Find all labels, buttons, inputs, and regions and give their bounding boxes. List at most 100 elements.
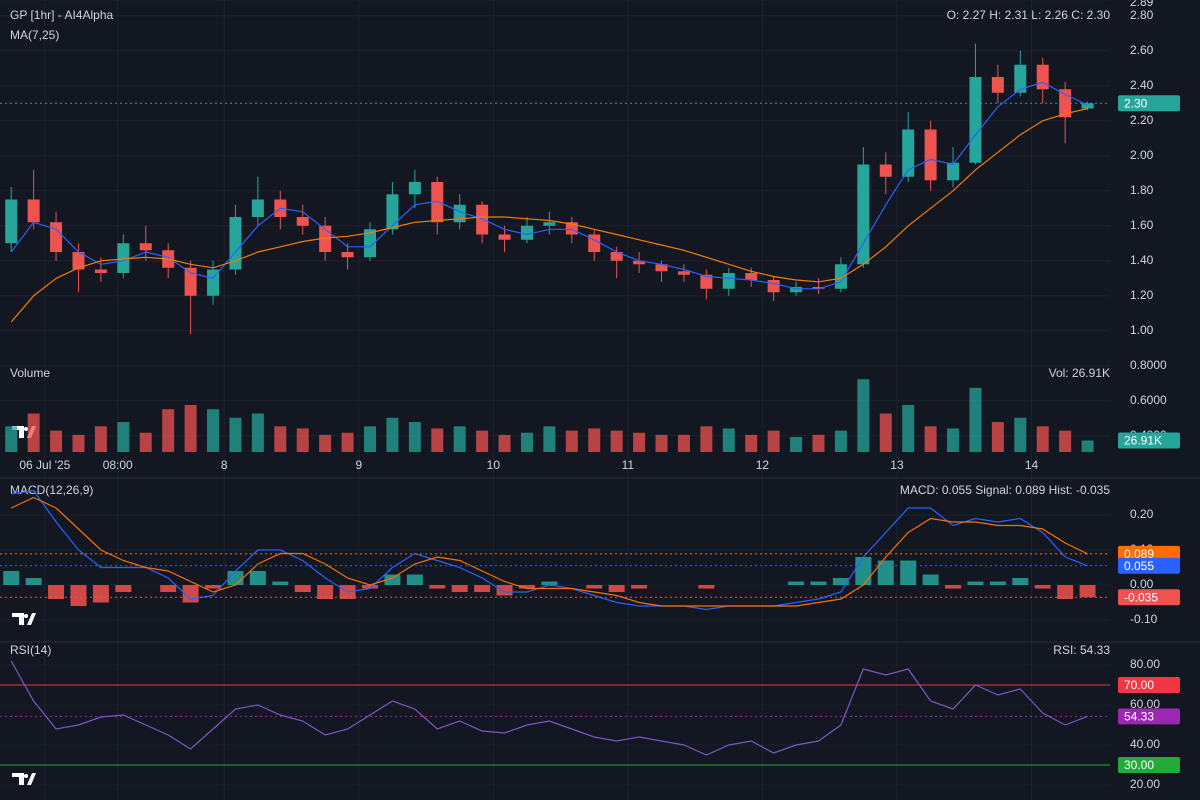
volume-bar <box>902 404 915 452</box>
volume-bar <box>767 430 780 452</box>
y-tick-label: 40.00 <box>1130 737 1160 751</box>
candle-body <box>902 129 915 177</box>
macd-histogram <box>900 560 917 586</box>
volume-bar <box>341 432 354 452</box>
macd-histogram <box>945 585 962 589</box>
macd-badge: 0.089 <box>1124 547 1154 561</box>
y-tick-label: 60.00 <box>1130 697 1160 711</box>
logo-dot <box>24 427 28 431</box>
y-tick-label: 0.20 <box>1130 507 1154 521</box>
rsi-badge: 70.00 <box>1124 678 1154 692</box>
candle-body <box>969 77 982 163</box>
candle-body <box>588 234 601 252</box>
volume-bar <box>857 379 870 452</box>
candle-body <box>408 182 421 195</box>
candle-body <box>139 243 152 251</box>
macd-line <box>11 489 1088 611</box>
candle-body <box>520 225 533 240</box>
candle-body <box>1036 64 1049 90</box>
macd-histogram <box>474 585 491 593</box>
moving-average <box>10 81 1088 290</box>
y-tick-label: 20.00 <box>1130 777 1160 791</box>
macd-histogram <box>429 585 446 589</box>
macd-badge-bg <box>1118 589 1180 606</box>
rsi-badge-bg <box>1118 708 1180 725</box>
macd-histogram <box>25 578 42 586</box>
volume-bar <box>610 430 623 452</box>
x-tick-label: 8 <box>221 458 228 472</box>
volume-bar <box>969 387 982 452</box>
volume-bar <box>94 426 107 452</box>
macd-histogram <box>272 581 289 586</box>
y-tick-label: 1.60 <box>1130 218 1154 232</box>
macd-histogram <box>586 585 603 589</box>
candle-body <box>767 280 780 293</box>
candle-body <box>341 252 354 258</box>
y-tick-label: 1.20 <box>1130 288 1154 302</box>
volume-bar <box>991 422 1004 452</box>
candle-body <box>364 229 376 258</box>
candle-body <box>184 267 197 296</box>
volume-bar <box>207 409 220 452</box>
macd-histogram <box>160 585 177 593</box>
macd-histogram <box>70 585 87 607</box>
volume-bar <box>386 417 399 452</box>
x-tick-label: 13 <box>890 458 904 472</box>
volume-bar <box>251 413 264 452</box>
moving-average <box>10 107 1088 323</box>
macd-histogram <box>3 571 20 586</box>
x-tick-label: 10 <box>487 458 501 472</box>
x-tick-label: 12 <box>756 458 770 472</box>
candle-body <box>1081 103 1094 109</box>
macd-histogram <box>541 581 558 586</box>
candle-body <box>991 77 1004 93</box>
logo-dot <box>24 614 28 618</box>
volume-bar <box>745 434 758 452</box>
volume-bar <box>453 426 466 452</box>
candle-body <box>476 204 489 235</box>
macd-histogram <box>877 560 894 586</box>
volume-bar <box>408 422 421 452</box>
ohlc-status: O: 2.27 H: 2.31 L: 2.26 C: 2.30 <box>947 8 1111 22</box>
candle-body <box>790 287 803 293</box>
macd-histogram <box>788 581 805 586</box>
volume-bar <box>1081 440 1094 452</box>
rsi-badge: 30.00 <box>1124 758 1154 772</box>
volume-bar <box>543 426 556 452</box>
macd-histogram <box>384 574 401 586</box>
volume-bar <box>184 404 197 452</box>
volume-bar <box>296 428 309 452</box>
volume-bar <box>924 426 937 452</box>
candle-body <box>5 199 18 244</box>
volume-bar <box>139 432 152 452</box>
y-tick-label: 1.80 <box>1130 183 1154 197</box>
rsi-badge: 54.33 <box>1124 710 1154 724</box>
x-tick-label: 06 Jul '25 <box>19 458 70 472</box>
volume-bar <box>834 430 847 452</box>
volume-bar <box>364 426 376 452</box>
volume-bar <box>431 428 444 452</box>
candle-body <box>857 164 870 265</box>
volume-bar <box>879 413 892 452</box>
candle-body <box>947 162 960 181</box>
y-tick-label: 0.8000 <box>1130 358 1167 372</box>
macd-badge: 0.055 <box>1124 559 1154 573</box>
macd-histogram <box>249 571 266 586</box>
volume-bar <box>1014 417 1027 452</box>
candle-body <box>251 199 264 217</box>
candle-body <box>207 269 220 296</box>
volume-bar <box>72 434 85 452</box>
x-tick-label: 9 <box>355 458 362 472</box>
rsi-title: RSI(14) <box>10 643 51 657</box>
macd-status: MACD: 0.055 Signal: 0.089 Hist: -0.035 <box>900 483 1110 497</box>
volume-bar <box>476 430 489 452</box>
tv-logo <box>12 773 36 785</box>
candle-body <box>453 204 466 223</box>
candle-body <box>879 164 892 177</box>
macd-histogram <box>989 581 1006 586</box>
candle-body <box>834 264 847 289</box>
volume-bar <box>947 428 960 452</box>
macd-histogram <box>631 585 648 589</box>
